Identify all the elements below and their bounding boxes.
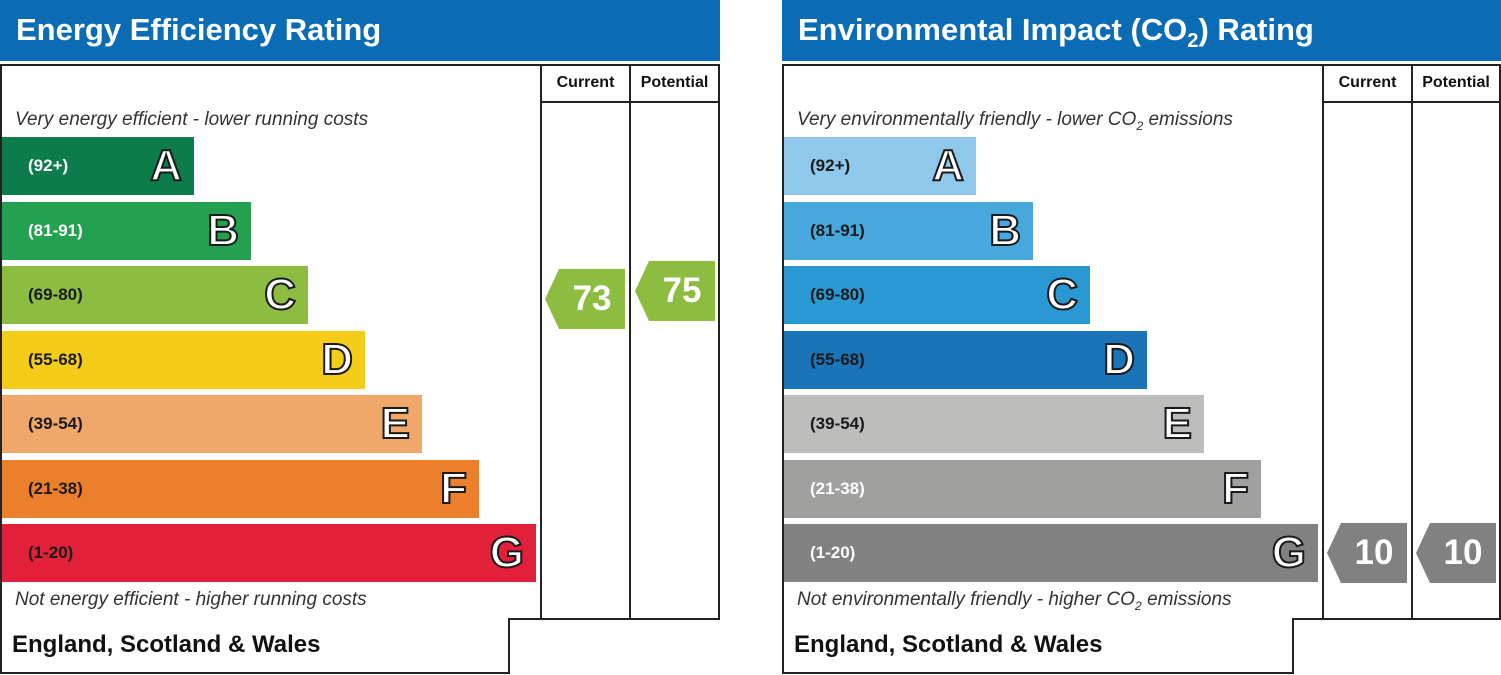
footer-box: England, Scotland & Wales xyxy=(782,618,1294,674)
band-letter: B xyxy=(206,205,240,256)
bottom-caption: Not energy efficient - higher running co… xyxy=(15,589,367,610)
band-bar-f: (21-38) F xyxy=(784,459,1261,518)
band-range-label: (1-20) xyxy=(28,543,74,562)
band-letter: A xyxy=(931,140,965,191)
footer-region: England, Scotland & Wales xyxy=(12,631,321,658)
band-letter: D xyxy=(1102,334,1136,385)
band-bar-c: (69-80) C xyxy=(2,266,308,324)
column-divider xyxy=(1411,64,1413,618)
band-letter: C xyxy=(263,269,297,320)
footer-box: England, Scotland & Wales xyxy=(0,618,510,674)
band-bar-b: (81-91) B xyxy=(784,201,1033,260)
potential-rating-value: 75 xyxy=(662,271,702,310)
band-bar-d: (55-68) D xyxy=(784,330,1147,389)
band-letter: F xyxy=(1221,463,1250,514)
environmental-impact-chart: Environmental Impact (CO2) Rating Curren… xyxy=(782,0,1501,675)
band-bar-d: (55-68) D xyxy=(2,330,365,389)
current-column-header: Current xyxy=(1338,74,1397,91)
band-letter: G xyxy=(1271,527,1307,578)
band-bar-g: (1-20) G xyxy=(784,524,1318,582)
band-range-label: (92+) xyxy=(28,156,69,175)
band-range-label: (69-80) xyxy=(28,285,83,304)
band-letter: D xyxy=(320,334,354,385)
bottom-caption: Not environmentally friendly - higher CO… xyxy=(797,589,1232,613)
band-range-label: (69-80) xyxy=(810,285,865,304)
column-divider xyxy=(629,64,631,618)
potential-column-header: Potential xyxy=(640,74,709,91)
band-range-label: (81-91) xyxy=(810,220,865,240)
top-caption: Very environmentally friendly - lower CO… xyxy=(797,109,1233,133)
potential-rating-arrow: 75 xyxy=(635,261,715,321)
band-range-label: (81-91) xyxy=(28,220,83,240)
band-bar-a: (92+) A xyxy=(2,137,194,195)
potential-rating-value: 10 xyxy=(1443,533,1483,572)
band-bar-e: (39-54) E xyxy=(2,395,422,453)
footer-region: England, Scotland & Wales xyxy=(794,631,1103,658)
potential-column-header: Potential xyxy=(1422,74,1490,91)
band-range-label: (92+) xyxy=(810,156,851,175)
band-letter: E xyxy=(1162,398,1193,449)
band-range-label: (1-20) xyxy=(810,543,856,562)
band-range-label: (55-68) xyxy=(810,349,865,369)
current-rating-arrow: 73 xyxy=(545,269,625,329)
band-bar-b: (81-91) B xyxy=(2,201,251,260)
top-caption: Very energy efficient - lower running co… xyxy=(15,109,369,130)
potential-rating-arrow: 10 xyxy=(1416,523,1496,583)
band-range-label: (21-38) xyxy=(28,478,83,498)
band-letter: B xyxy=(988,205,1022,256)
band-range-label: (39-54) xyxy=(810,414,865,433)
header-divider xyxy=(1322,101,1501,103)
band-range-label: (39-54) xyxy=(28,414,83,433)
band-bar-f: (21-38) F xyxy=(2,459,479,518)
chart-title: Environmental Impact (CO2) Rating xyxy=(798,12,1314,53)
current-column-header: Current xyxy=(556,74,615,91)
band-range-label: (21-38) xyxy=(810,478,865,498)
chart-title: Energy Efficiency Rating xyxy=(16,12,382,47)
band-bar-a: (92+) A xyxy=(784,137,976,195)
title-bar: Environmental Impact (CO2) Rating xyxy=(782,0,1501,61)
band-letter: A xyxy=(149,140,183,191)
band-bar-c: (69-80) C xyxy=(784,266,1090,324)
current-rating-value: 73 xyxy=(572,279,612,318)
band-letter: C xyxy=(1045,269,1079,320)
energy-efficiency-chart: Energy Efficiency Rating Current Potenti… xyxy=(0,0,720,675)
band-letter: F xyxy=(439,463,468,514)
title-bar: Energy Efficiency Rating xyxy=(0,0,720,61)
column-divider xyxy=(1322,64,1324,618)
band-bar-e: (39-54) E xyxy=(784,395,1204,453)
header-divider xyxy=(540,101,720,103)
current-rating-value: 10 xyxy=(1354,533,1394,572)
column-divider xyxy=(540,64,542,618)
band-range-label: (55-68) xyxy=(28,349,83,369)
band-letter: E xyxy=(380,398,411,449)
band-letter: G xyxy=(489,527,525,578)
current-rating-arrow: 10 xyxy=(1327,523,1407,583)
band-bar-g: (1-20) G xyxy=(2,524,536,582)
